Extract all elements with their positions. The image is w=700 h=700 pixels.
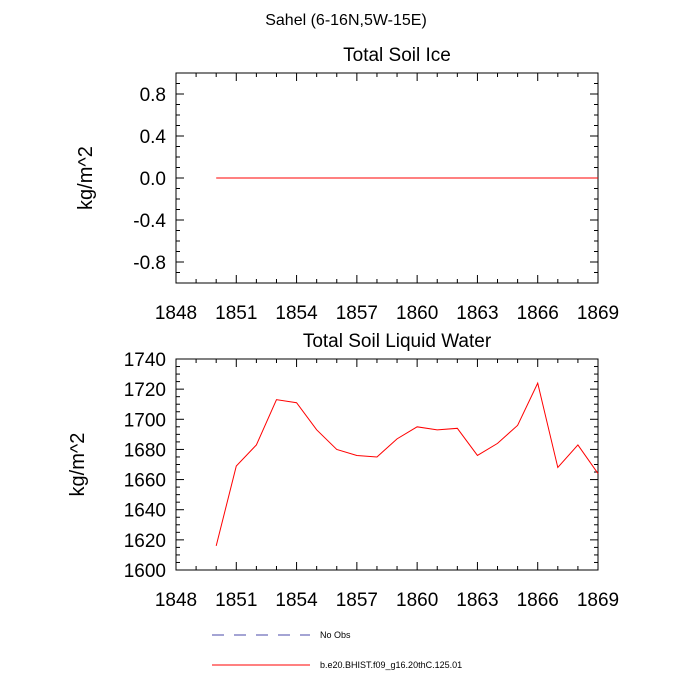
y-tick-label: 1660 <box>124 471 166 492</box>
y-tick-label: 0.0 <box>140 169 166 190</box>
legend-label-no-obs: No Obs <box>320 630 351 640</box>
x-tick-label: 1869 <box>577 303 619 324</box>
y-tick-label: 1600 <box>124 561 166 582</box>
x-tick-label: 1860 <box>396 590 438 611</box>
x-tick-label: 1863 <box>456 303 498 324</box>
panel-title: Total Soil Liquid Water <box>303 331 492 352</box>
x-tick-label: 1848 <box>155 590 197 611</box>
legend-item-model-run: b.e20.BHIST.f09_g16.20thC.125.01 <box>212 660 462 670</box>
x-tick-label: 1860 <box>396 303 438 324</box>
x-tick-label: 1863 <box>456 590 498 611</box>
y-tick-label: 1620 <box>124 531 166 552</box>
y-axis-label: kg/m^2 <box>67 433 89 497</box>
y-tick-label: 0.4 <box>140 127 167 148</box>
x-tick-label: 1848 <box>155 303 197 324</box>
y-tick-label: 1720 <box>124 380 166 401</box>
legend: No Obs b.e20.BHIST.f09_g16.20thC.125.01 <box>212 630 462 670</box>
plot-frame <box>175 358 599 571</box>
x-tick-label: 1851 <box>215 590 257 611</box>
x-tick-label: 1869 <box>577 590 619 611</box>
y-tick-label: -0.4 <box>133 211 166 232</box>
x-tick-label: 1866 <box>517 303 559 324</box>
x-tick-label: 1854 <box>275 590 318 611</box>
y-tick-label: 1680 <box>124 440 166 461</box>
panel-total-soil-ice: Total Soil Ice 1848 1851 1854 1857 1860 1863 18… <box>75 45 619 324</box>
y-tick-label: -0.8 <box>133 253 166 274</box>
y-tick-label: 0.8 <box>140 85 166 106</box>
x-tick-label: 1857 <box>336 590 378 611</box>
legend-item-no-obs: No Obs <box>212 630 351 640</box>
y-tick-label: 1740 <box>124 350 166 371</box>
x-tick-label: 1866 <box>517 590 559 611</box>
y-axis-label: kg/m^2 <box>75 146 97 210</box>
x-tick-label: 1854 <box>275 303 318 324</box>
legend-label-model-run: b.e20.BHIST.f09_g16.20thC.125.01 <box>320 660 462 670</box>
series-line <box>215 381 599 547</box>
x-tick-label: 1851 <box>215 303 257 324</box>
y-tick-label: 1640 <box>124 501 166 522</box>
panel-total-soil-liquid-water: Total Soil Liquid Water 1848 1851 1854 1857 1… <box>67 331 619 611</box>
y-tick-label: 1700 <box>124 410 166 431</box>
panel-title: Total Soil Ice <box>343 45 451 66</box>
figure-title: Sahel (6-16N,5W-15E) <box>265 12 427 29</box>
x-tick-label: 1857 <box>336 303 378 324</box>
